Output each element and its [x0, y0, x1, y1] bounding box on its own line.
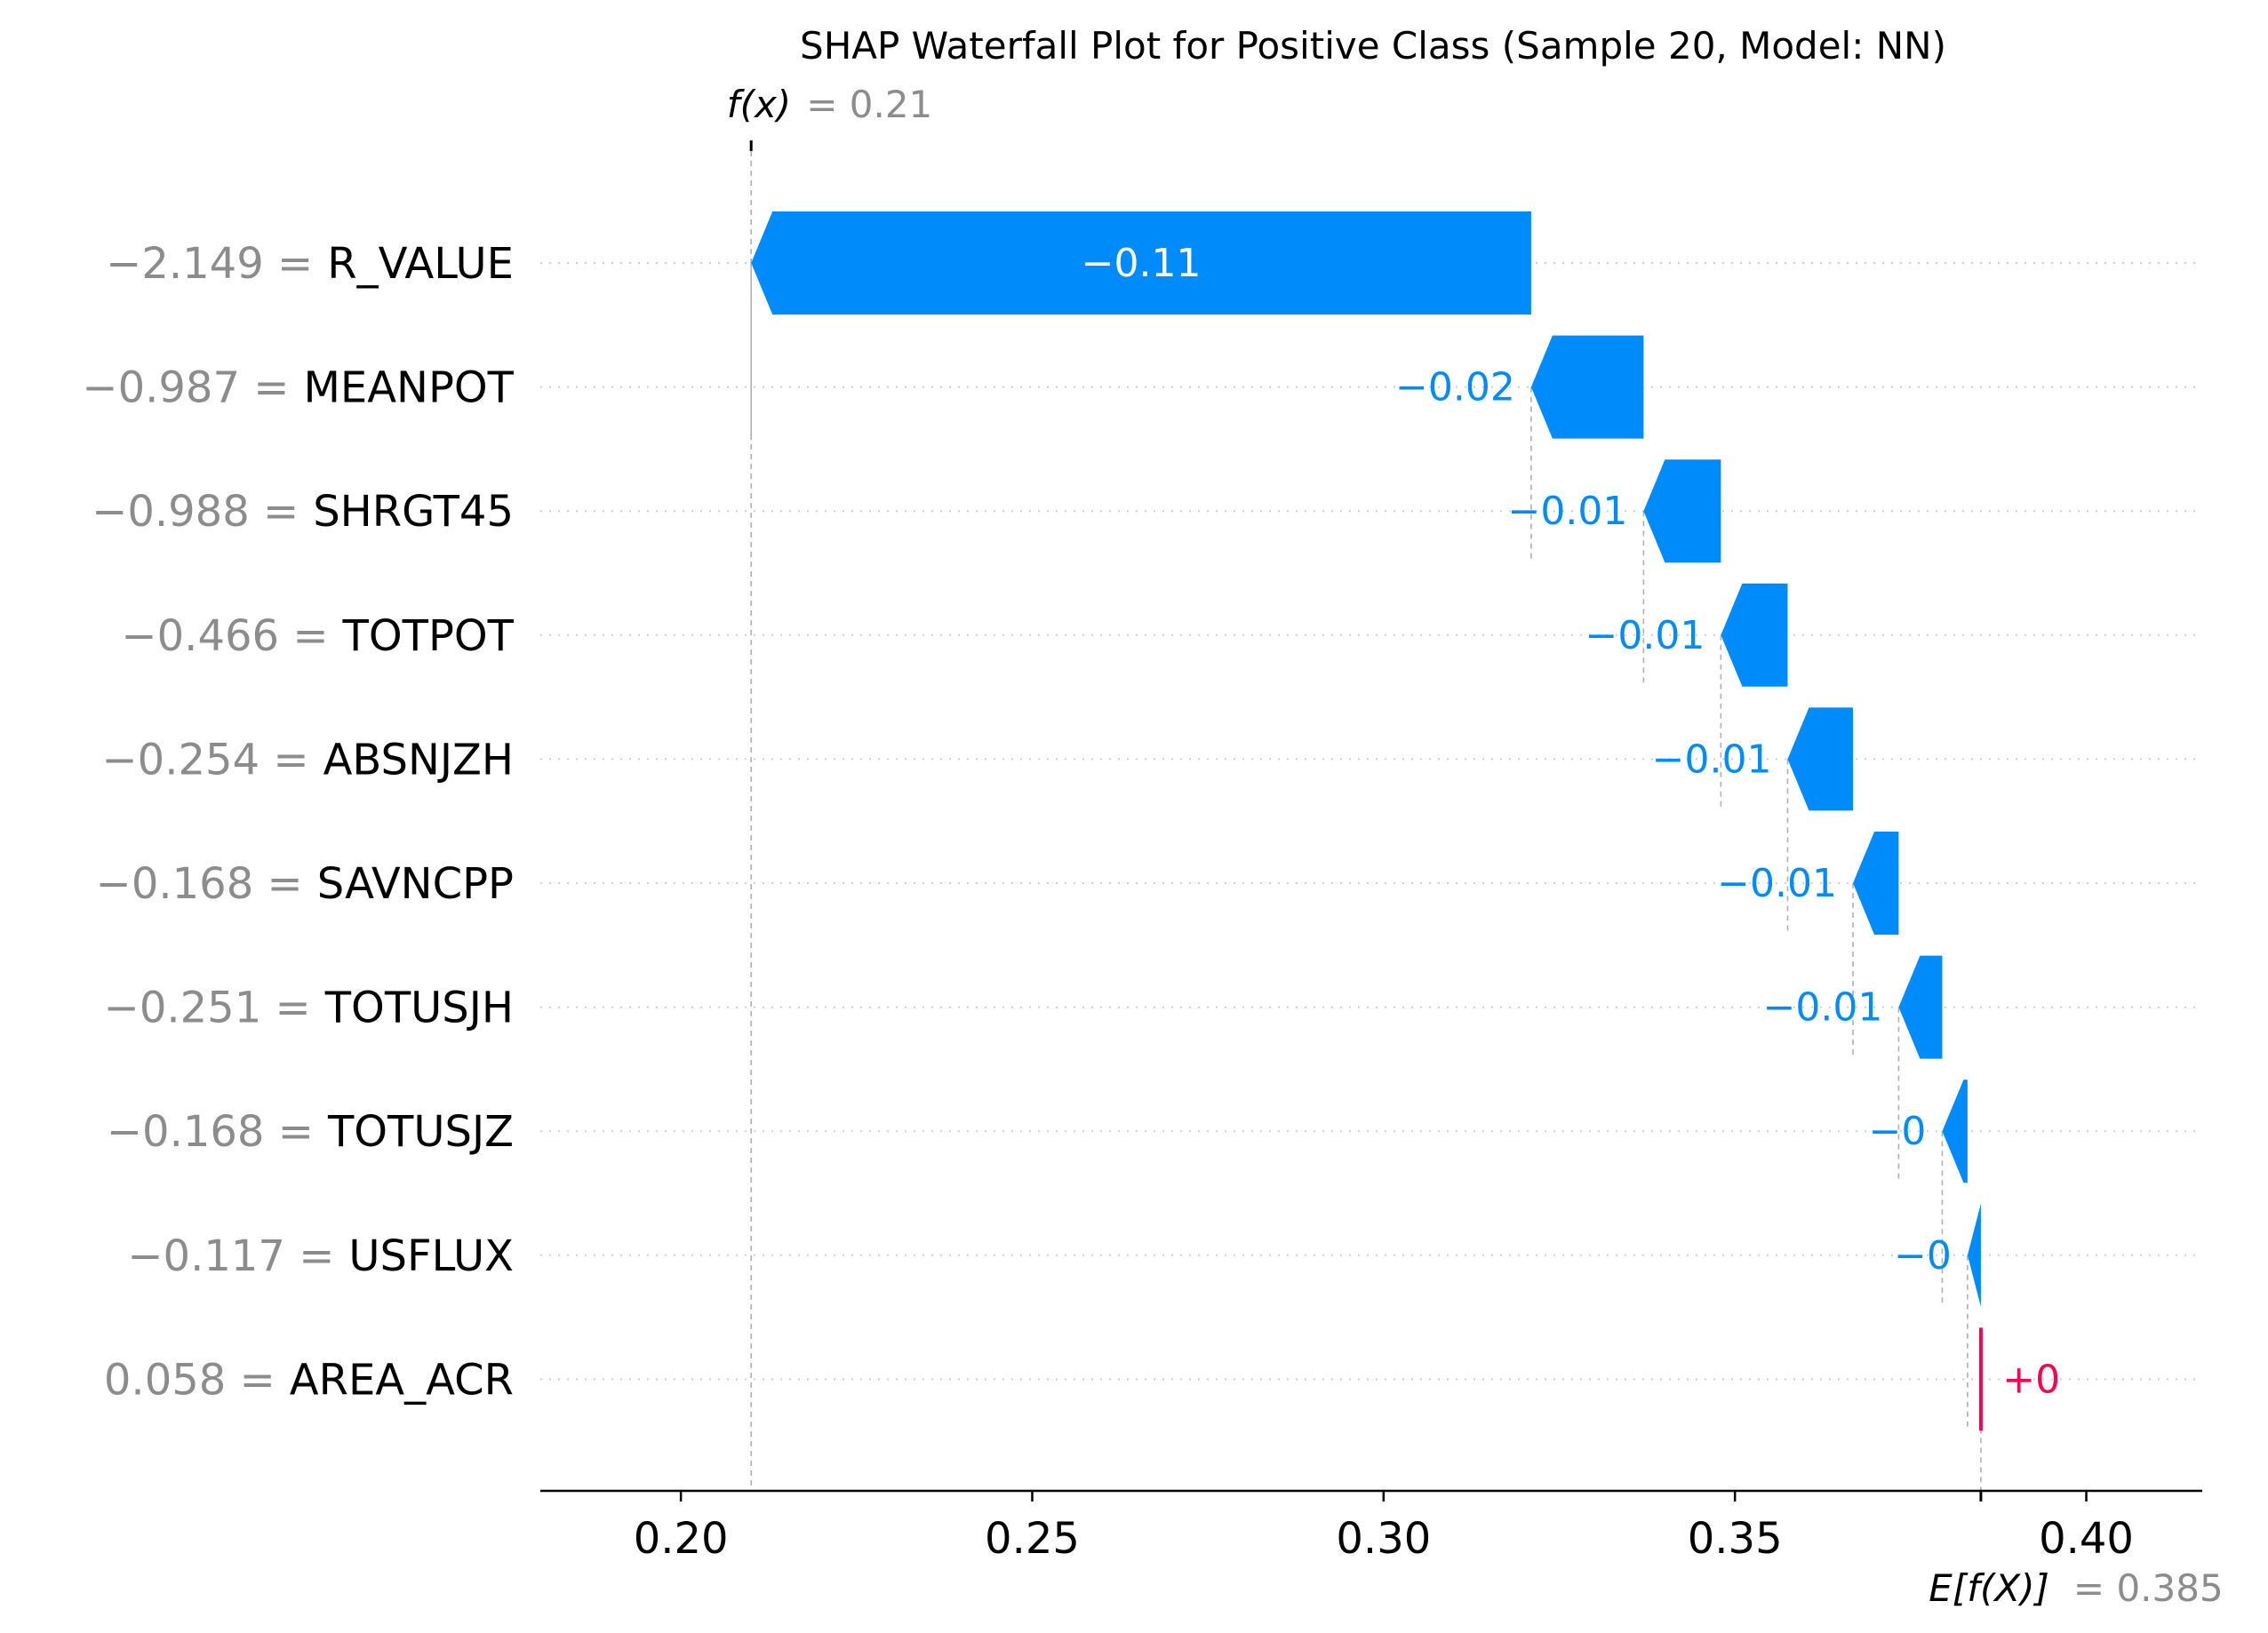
waterfall-bar [1721, 583, 1788, 687]
bar-value-label: −0.01 [1508, 489, 1628, 534]
x-tick-label: 0.20 [634, 1514, 729, 1564]
feature-value: 0.058 = [104, 1355, 276, 1405]
waterfall-bar [1967, 1203, 1981, 1307]
x-tick-label: 0.25 [985, 1514, 1080, 1564]
feature-name: TOTUSJZ [327, 1107, 514, 1157]
waterfall-bar [1853, 832, 1899, 935]
feature-value: −2.149 = [106, 239, 313, 289]
waterfall-bars [751, 211, 1983, 1431]
feature-value: −0.168 = [96, 859, 303, 909]
feature-name: R_VALUE [327, 239, 514, 289]
feature-value: −0.254 = [101, 735, 308, 785]
waterfall-bar [1530, 335, 1644, 439]
feature-value: −0.988 = [92, 487, 299, 537]
waterfall-bar [1898, 955, 1943, 1059]
feature-name: TOTPOT [342, 611, 515, 661]
fx-value: = 0.21 [806, 83, 932, 126]
feature-name: SHRGT45 [313, 487, 514, 537]
chart-title: SHAP Waterfall Plot for Positive Class (… [800, 24, 1946, 68]
fx-label: f(x) [727, 83, 791, 126]
x-axis-ticks: 0.20 0.25 0.30 0.35 0.40 [634, 1491, 2134, 1564]
x-tick-label: 0.30 [1336, 1514, 1431, 1564]
feature-name: ABSNJZH [323, 735, 514, 785]
waterfall-bar [751, 211, 1531, 315]
bar-value-label: −0.11 [1082, 241, 1202, 286]
bar-value-label: −0.01 [1717, 861, 1837, 906]
bar-guide-lines [750, 263, 1982, 1491]
feature-value: −0.466 = [121, 611, 328, 661]
x-tick-label: 0.40 [2039, 1514, 2134, 1564]
bar-value-label: −0.01 [1652, 737, 1772, 782]
base-value-label: E[f(X)] [1929, 1566, 2049, 1610]
feature-value: −0.987 = [82, 363, 289, 413]
feature-value: −0.117 = [127, 1231, 334, 1281]
feature-name: SAVNCPP [317, 859, 514, 909]
waterfall-bar [1643, 459, 1721, 563]
waterfall-bar [1942, 1079, 1968, 1183]
bar-value-label: −0.02 [1395, 365, 1515, 410]
fx-marker: f(x) = 0.21 [727, 83, 932, 1491]
bar-value-label: +0 [2002, 1357, 2060, 1402]
feature-labels: R_VALUE −2.149 = −0.11 MEANPOT −0.987 = −0.02… [82, 239, 2060, 1405]
waterfall-bar [1787, 707, 1854, 811]
feature-name: AREA_ACR [290, 1355, 514, 1405]
feature-value: −0.168 = [107, 1107, 314, 1157]
base-value-text: = 0.385 [2073, 1566, 2224, 1610]
bar-value-label: −0 [1894, 1233, 1952, 1279]
bar-value-label: −0 [1869, 1109, 1927, 1154]
base-value-marker: E[f(X)] = 0.385 [1929, 1491, 2224, 1610]
x-tick-label: 0.35 [1688, 1514, 1783, 1564]
feature-value: −0.251 = [104, 984, 311, 1033]
bar-value-label: −0.01 [1763, 985, 1883, 1031]
row-gridlines [540, 262, 2197, 1381]
feature-name: USFLUX [348, 1231, 514, 1281]
bar-value-label: −0.01 [1585, 613, 1705, 658]
feature-name: MEANPOT [303, 363, 514, 413]
feature-name: TOTUSJH [324, 984, 514, 1033]
x-axis: 0.20 0.25 0.30 0.35 0.40 [540, 1489, 2202, 1564]
